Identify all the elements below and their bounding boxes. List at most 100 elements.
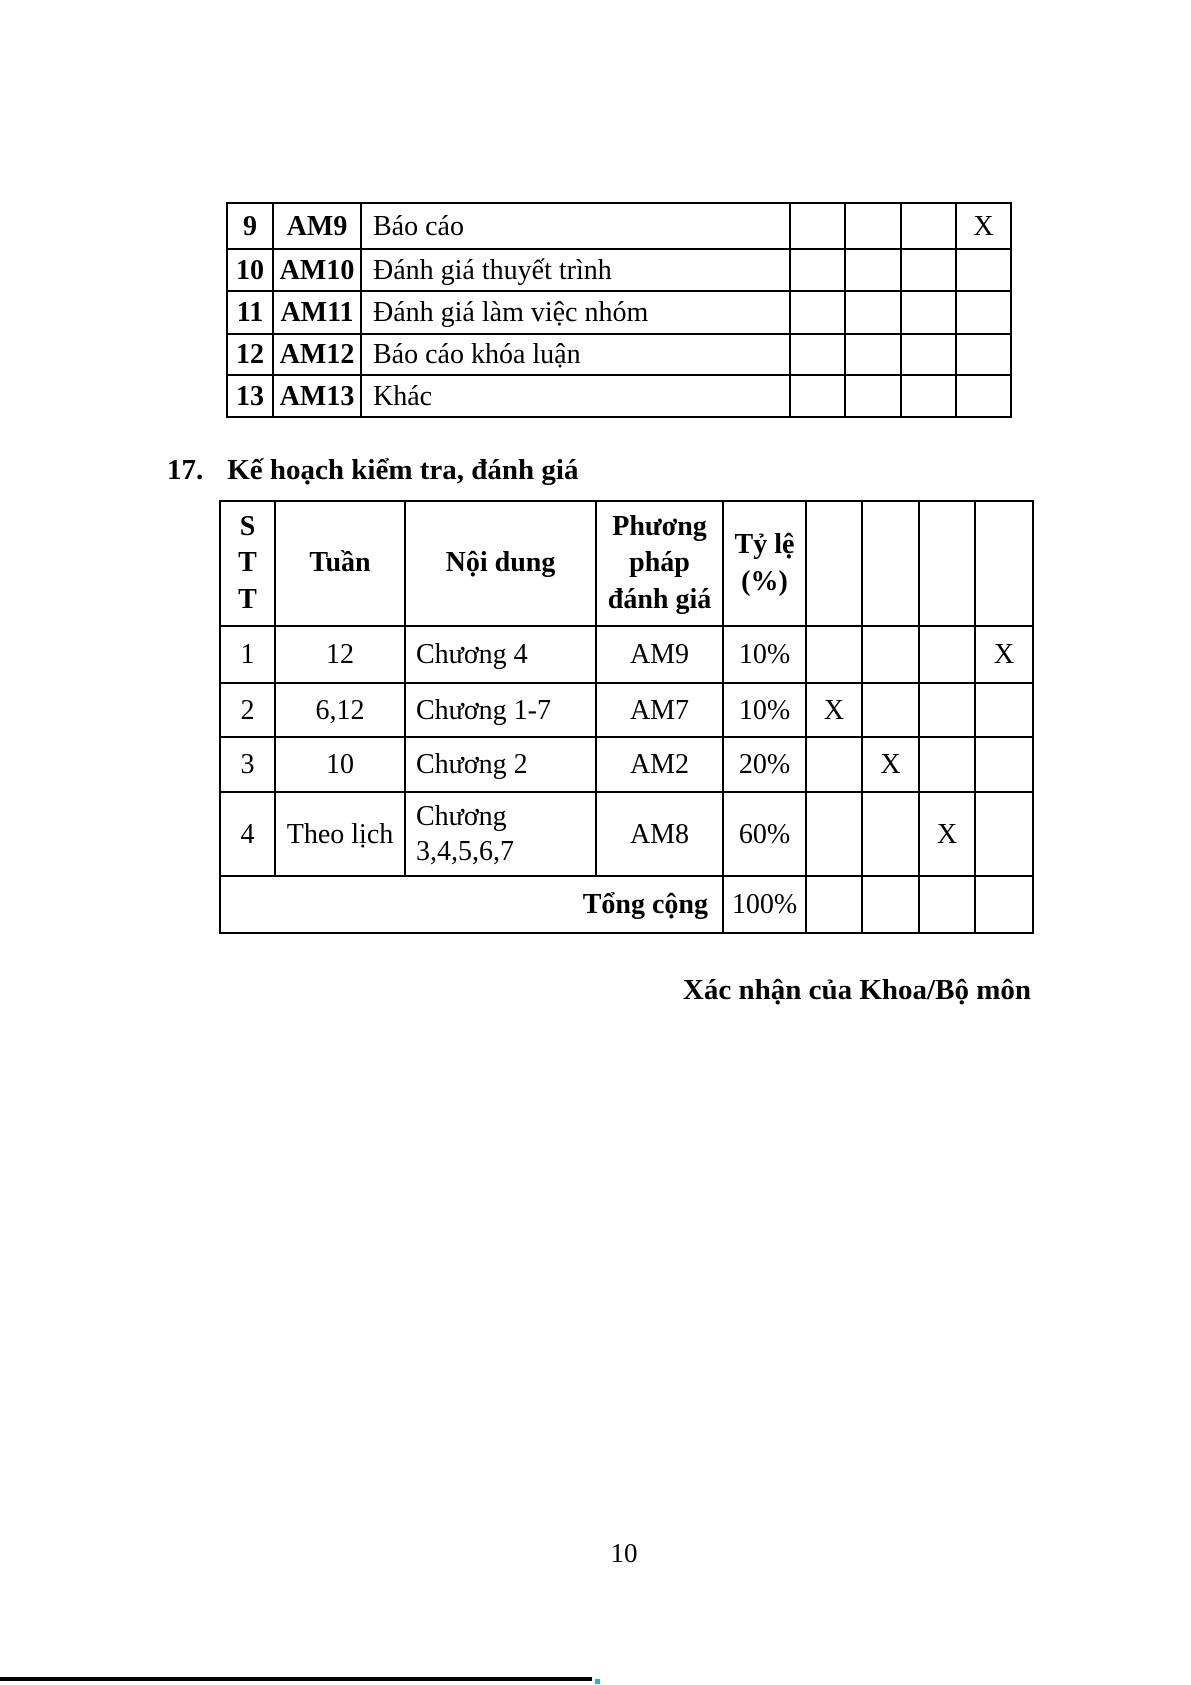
mark-cell (789, 374, 846, 418)
week-cell: 6,12 (274, 682, 406, 738)
table-row: 9 AM9 Báo cáo X (226, 202, 1012, 250)
mark-cell (805, 736, 863, 793)
header-extra (805, 500, 863, 627)
mark-cell (955, 290, 1012, 335)
section-title: Kế hoạch kiểm tra, đánh giá (227, 454, 579, 486)
section-heading: 17. Kế hoạch kiểm tra, đánh giá (167, 453, 579, 487)
content-cell: Chương 1-7 (404, 682, 597, 738)
mark-cell (844, 290, 902, 335)
approval-signature-label: Xác nhận của Khoa/Bộ môn (682, 974, 1031, 1006)
mark-cell (955, 333, 1012, 376)
content-cell: Chương 2 (404, 736, 597, 793)
content-cell: Chương 3,4,5,6,7 (404, 791, 597, 877)
mark-cell (900, 290, 957, 335)
mark-cell (805, 875, 863, 934)
table-row: 12 AM12 Báo cáo khóa luận (226, 333, 1012, 376)
mark-cell: X (918, 791, 976, 877)
ratio-cell: 10% (722, 682, 807, 738)
exam-plan-table: S T T Tuần Nội dung Phương pháp đánh giá… (219, 500, 1034, 934)
total-ratio: 100% (722, 875, 807, 934)
mark-cell (861, 682, 920, 738)
mark-cell: X (861, 736, 920, 793)
row-number: 13 (226, 374, 274, 418)
header-extra (974, 500, 1034, 627)
mark-cell (789, 290, 846, 335)
content-cell: Chương 4 (404, 625, 597, 684)
week-cell: 12 (274, 625, 406, 684)
method-code: AM12 (272, 333, 362, 376)
mark-cell (789, 248, 846, 292)
mark-cell (955, 248, 1012, 292)
stt-cell: 4 (219, 791, 276, 877)
section-number: 17. (167, 454, 204, 486)
mark-cell (805, 791, 863, 877)
mark-cell (844, 374, 902, 418)
method-name: Đánh giá thuyết trình (360, 248, 791, 292)
row-number: 12 (226, 333, 274, 376)
method-name: Khác (360, 374, 791, 418)
week-cell: Theo lịch (274, 791, 406, 877)
mark-cell (844, 333, 902, 376)
mark-cell (789, 202, 846, 250)
mark-cell (974, 791, 1034, 877)
mark-cell (861, 625, 920, 684)
mark-cell (918, 875, 976, 934)
header-extra (918, 500, 976, 627)
mark-cell (974, 875, 1034, 934)
stt-cell: 3 (219, 736, 276, 793)
table-row: 2 6,12 Chương 1-7 AM7 10% X (219, 682, 1034, 738)
mark-cell (844, 248, 902, 292)
table-row: 10 AM10 Đánh giá thuyết trình (226, 248, 1012, 292)
table-row: 3 10 Chương 2 AM2 20% X (219, 736, 1034, 793)
ratio-cell: 10% (722, 625, 807, 684)
ratio-cell: 20% (722, 736, 807, 793)
table-row: 13 AM13 Khác (226, 374, 1012, 418)
header-content: Nội dung (404, 500, 597, 627)
row-number: 10 (226, 248, 274, 292)
assessment-methods-table: 9 AM9 Báo cáo X 10 AM10 Đánh giá thuyết … (226, 202, 1012, 418)
mark-cell (861, 875, 920, 934)
method-code: AM13 (272, 374, 362, 418)
mark-cell (974, 736, 1034, 793)
header-week: Tuần (274, 500, 406, 627)
page-number: 10 (610, 1538, 638, 1568)
mark-cell (789, 333, 846, 376)
method-cell: AM2 (595, 736, 724, 793)
header-stt: S T T (219, 500, 276, 627)
method-cell: AM9 (595, 625, 724, 684)
mark-cell (900, 374, 957, 418)
method-code: AM9 (272, 202, 362, 250)
method-code: AM11 (272, 290, 362, 335)
cursor-artifact-dot (595, 1679, 600, 1684)
mark-cell (918, 682, 976, 738)
table-row: 1 12 Chương 4 AM9 10% X (219, 625, 1034, 684)
week-cell: 10 (274, 736, 406, 793)
method-name: Đánh giá làm việc nhóm (360, 290, 791, 335)
header-extra (861, 500, 920, 627)
mark-cell (861, 791, 920, 877)
table-row: 4 Theo lịch Chương 3,4,5,6,7 AM8 60% X (219, 791, 1034, 877)
method-name: Báo cáo khóa luận (360, 333, 791, 376)
total-label: Tổng cộng (219, 875, 724, 934)
row-number: 9 (226, 202, 274, 250)
footnote-separator-rule (0, 1677, 592, 1681)
method-cell: AM8 (595, 791, 724, 877)
mark-cell (974, 682, 1034, 738)
method-name: Báo cáo (360, 202, 791, 250)
table-row: 11 AM11 Đánh giá làm việc nhóm (226, 290, 1012, 335)
ratio-cell: 60% (722, 791, 807, 877)
header-method: Phương pháp đánh giá (595, 500, 724, 627)
header-ratio: Tỷ lệ (%) (722, 500, 807, 627)
mark-cell (918, 625, 976, 684)
mark-cell (900, 333, 957, 376)
mark-cell: X (805, 682, 863, 738)
mark-cell (918, 736, 976, 793)
row-number: 11 (226, 290, 274, 335)
mark-cell (805, 625, 863, 684)
mark-cell: X (974, 625, 1034, 684)
mark-cell: X (955, 202, 1012, 250)
total-row: Tổng cộng 100% (219, 875, 1034, 934)
mark-cell (844, 202, 902, 250)
stt-cell: 2 (219, 682, 276, 738)
